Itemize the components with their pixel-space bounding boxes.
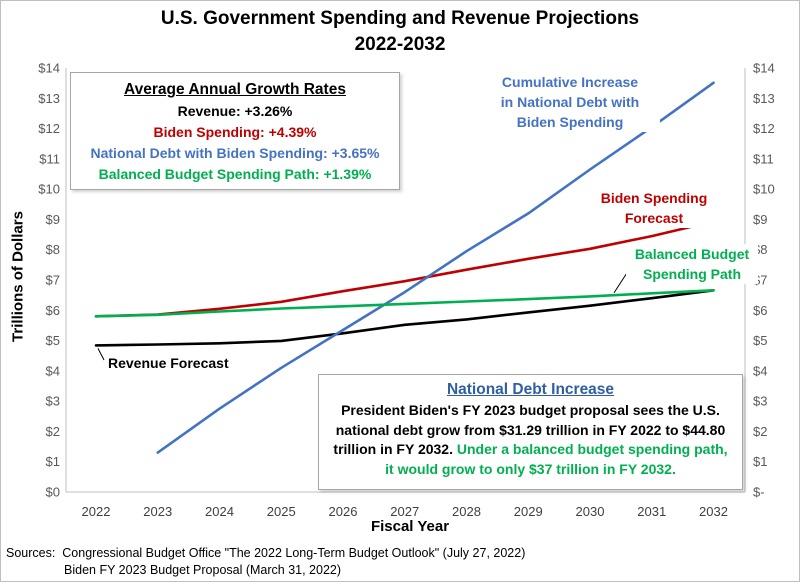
biden-label-line2: Forecast — [624, 210, 684, 226]
y-tick-left-label: $2 — [46, 424, 60, 439]
y-tick-left-label: $1 — [46, 454, 60, 469]
note-body-text: President Biden's FY 2023 budget proposa… — [333, 402, 726, 457]
y-tick-left-label: $8 — [46, 242, 60, 257]
growth-biden: Biden Spending: +4.39% — [153, 124, 317, 140]
y-tick-right-label: $3 — [753, 394, 767, 409]
y-tick-right-label: $12 — [753, 121, 775, 136]
debt-label-line1: Cumulative Increase — [501, 74, 639, 90]
biden-series-label: Biden Spending Forecast — [588, 188, 720, 228]
series-line-balanced — [94, 288, 715, 318]
series-line-biden — [94, 220, 715, 318]
y-tick-right-label: $- — [753, 485, 765, 500]
y-tick-left-label: $5 — [46, 333, 60, 348]
biden-label-line1: Biden Spending — [600, 190, 708, 206]
x-tick-label: 2032 — [699, 504, 728, 519]
y-tick-left-label: $4 — [46, 363, 60, 378]
y-tick-right-label: $9 — [753, 212, 767, 227]
x-tick-label: 2027 — [390, 504, 419, 519]
chart-subtitle: 2022-2032 — [354, 34, 446, 55]
debt-series-label: Cumulative Increase in National Debt wit… — [480, 72, 660, 132]
note-heading: National Debt Increase — [446, 381, 615, 398]
growth-revenue: Revenue: +3.26% — [177, 103, 293, 119]
debt-increase-box: National Debt Increase President Biden's… — [318, 374, 743, 490]
y-tick-left-label: $9 — [46, 212, 60, 227]
x-tick-label: 2022 — [82, 504, 111, 519]
balanced-label-line1: Balanced Budget — [634, 246, 750, 262]
y-tick-right-label: $13 — [753, 91, 775, 106]
growth-debt: National Debt with Biden Spending: +3.65… — [90, 145, 380, 161]
growth-rates-box: Average Annual Growth Rates Revenue: +3.… — [70, 72, 400, 190]
y-tick-right-label: $14 — [753, 61, 775, 76]
debt-label-line2: in National Debt with — [500, 94, 640, 110]
balanced-label-line2: Spending Path — [643, 266, 741, 282]
y-tick-left-label: $12 — [38, 121, 60, 136]
y-tick-right-label: $2 — [753, 424, 767, 439]
x-tick-label: 2026 — [329, 504, 358, 519]
y-tick-right-label: $1 — [753, 454, 767, 469]
y-tick-right-label: $4 — [753, 363, 767, 378]
y-axis-title: Trillions of Dollars — [9, 211, 27, 342]
series-line-revenue — [94, 288, 715, 347]
sources-line2: Biden FY 2023 Budget Proposal (March 31,… — [64, 563, 342, 577]
chart-title: U.S. Government Spending and Revenue Pro… — [160, 8, 640, 29]
x-tick-label: 2031 — [637, 504, 666, 519]
growth-box-heading: Average Annual Growth Rates — [124, 81, 346, 98]
growth-balanced: Balanced Budget Spending Path: +1.39% — [98, 166, 372, 182]
y-tick-right-label: $5 — [753, 333, 767, 348]
note-body: President Biden's FY 2023 budget proposa… — [319, 401, 742, 479]
y-tick-right-label: $6 — [753, 303, 767, 318]
x-tick-label: 2029 — [514, 504, 543, 519]
y-tick-left-label: $0 — [46, 485, 60, 500]
x-tick-label: 2028 — [452, 504, 481, 519]
note-highlight-text: Under a balanced budget spending path, i… — [385, 441, 728, 477]
y-tick-left-label: $11 — [39, 151, 60, 166]
y-tick-left-label: $7 — [46, 273, 60, 288]
x-axis-title: Fiscal Year — [370, 518, 450, 535]
x-tick-label: 2024 — [205, 504, 234, 519]
balanced-series-label: Balanced Budget Spending Path — [626, 244, 758, 284]
y-tick-left-label: $10 — [38, 182, 60, 197]
y-tick-left-label: $14 — [38, 61, 60, 76]
y-tick-left-label: $6 — [46, 303, 60, 318]
y-tick-right-label: $11 — [753, 151, 774, 166]
revenue-series-label: Revenue Forecast — [108, 355, 229, 371]
sources-line1: Sources: Congressional Budget Office "Th… — [6, 546, 526, 560]
series-line-debt — [156, 81, 715, 454]
x-tick-label: 2030 — [576, 504, 605, 519]
debt-label-line3: Biden Spending — [516, 114, 624, 130]
x-tick-label: 2023 — [143, 504, 172, 519]
revenue-leader-line — [97, 348, 105, 361]
y-tick-right-label: $10 — [753, 182, 775, 197]
y-tick-left-label: $3 — [46, 394, 60, 409]
y-tick-left-label: $13 — [38, 91, 60, 106]
x-tick-label: 2025 — [267, 504, 296, 519]
